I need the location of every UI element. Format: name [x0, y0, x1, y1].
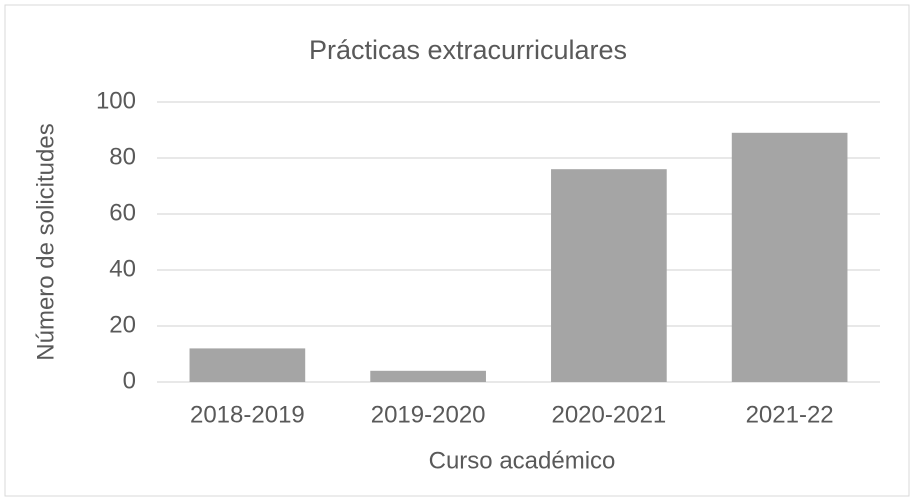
x-tick-label: 2019-2020	[371, 401, 486, 428]
y-tick-label: 20	[109, 311, 136, 338]
y-tick-label: 0	[123, 367, 136, 394]
bar	[189, 348, 306, 382]
y-tick-label: 100	[96, 87, 136, 114]
y-tick-label: 80	[109, 143, 136, 170]
y-tick-label: 40	[109, 255, 136, 282]
y-axis-label: Número de solicitudes	[32, 123, 59, 360]
x-axis-label: Curso académico	[429, 447, 616, 474]
y-tick-label: 60	[109, 199, 136, 226]
bar	[551, 169, 667, 382]
bar	[731, 132, 848, 382]
x-tick-label: 2020-2021	[551, 401, 666, 428]
bar	[370, 370, 486, 382]
chart-title: Prácticas extracurriculares	[309, 35, 627, 65]
x-tick-label: 2018-2019	[190, 401, 305, 428]
x-tick-label: 2021-22	[746, 401, 834, 428]
